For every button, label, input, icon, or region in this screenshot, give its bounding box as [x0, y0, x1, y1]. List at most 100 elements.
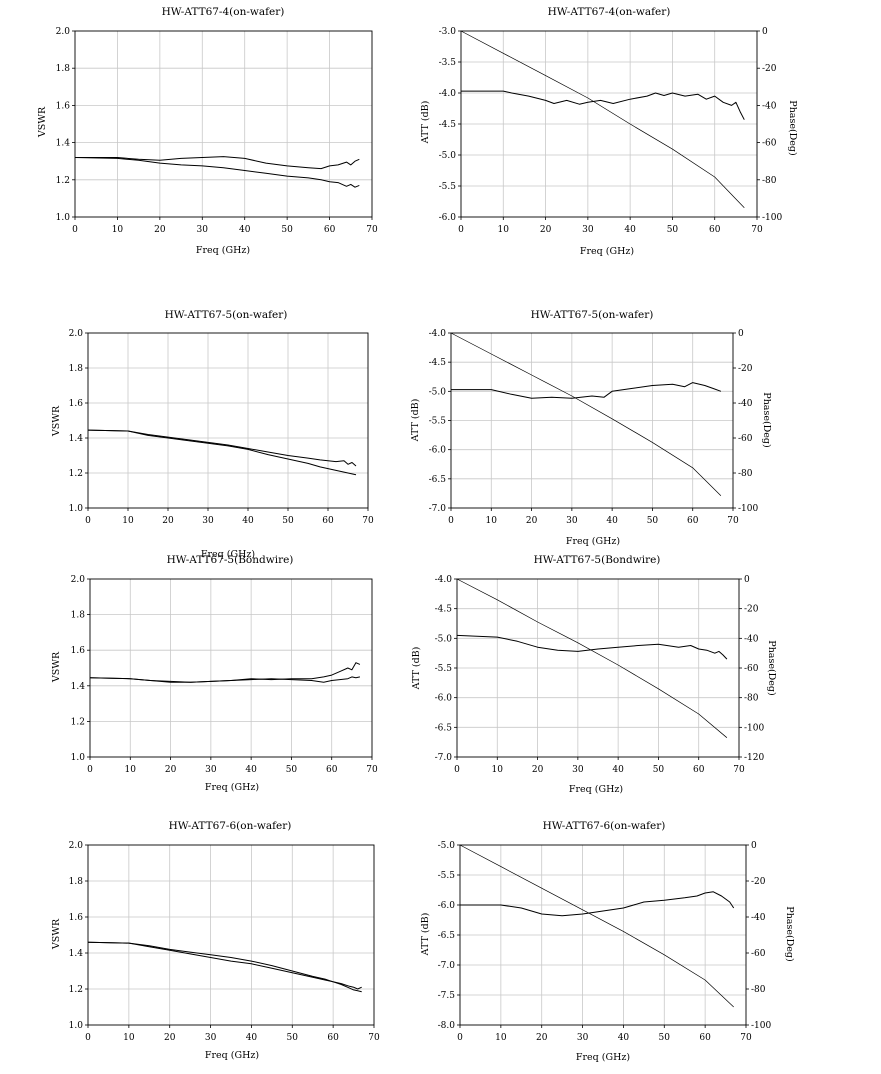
y-tick-label: -6.5 [429, 475, 447, 485]
y-tick-label: 1.0 [69, 1021, 84, 1031]
series-line-1 [460, 891, 735, 917]
y-tick-label: 1.8 [71, 611, 86, 621]
x-tick-label: 50 [659, 1033, 671, 1043]
y-axis-label: VSWR [37, 106, 48, 138]
y-tick-label: -7.5 [438, 991, 456, 1001]
y-tick-label: 1.4 [69, 434, 84, 444]
att-phase-chart-att67-6-on-wafer: HW-ATT67-6(on-wafer) Freq (GHz) ATT (dB)… [420, 820, 795, 1063]
y-tick-label: 1.6 [69, 399, 84, 409]
series-line-1 [451, 382, 722, 399]
x-tick-label: 20 [532, 765, 544, 775]
att-phase-chart-att67-4-on-wafer: HW-ATT67-4(on-wafer) Freq (GHz) ATT (dB)… [420, 6, 798, 257]
x-tick-label: 10 [486, 516, 498, 526]
y-tick-label: -6.0 [435, 694, 453, 704]
x-tick-label: 30 [566, 516, 578, 526]
y-tick-label: 1.0 [56, 213, 71, 223]
x-tick-label: 30 [197, 225, 209, 235]
chart-title: HW-ATT67-5(Bondwire) [534, 554, 661, 566]
vswr-chart-att67-5-on-wafer: HW-ATT67-5(on-wafer) Freq (GHz) VSWR 0 10… [51, 309, 374, 560]
series-line-phase [456, 578, 728, 738]
x-tick-label: 60 [322, 516, 334, 526]
y2-tick-label: -20 [744, 605, 759, 615]
x-tick-label: 40 [612, 765, 624, 775]
x-tick-label: 30 [577, 1033, 589, 1043]
x-tick-label: 50 [286, 765, 298, 775]
series-line-1 [456, 634, 728, 660]
y2-tick-label: -40 [762, 101, 777, 111]
y2-tick-label: -20 [762, 64, 777, 74]
y-tick-label: -6.5 [435, 723, 453, 733]
y2-tick-label: -40 [744, 634, 759, 644]
x-tick-label: 0 [85, 1033, 91, 1043]
vswr-chart-att67-5-bondwire: HW-ATT67-5(Bondwire) Freq (GHz) VSWR 0 10… [51, 554, 378, 793]
x-tick-label: 50 [667, 225, 679, 235]
chart-title: HW-ATT67-5(on-wafer) [165, 309, 288, 321]
y2-tick-label: -80 [751, 985, 766, 995]
y-tick-label: -5.5 [439, 182, 457, 192]
x-tick-label: 0 [457, 1033, 463, 1043]
y-tick-label: -5.0 [435, 634, 453, 644]
x-tick-label: 0 [454, 765, 460, 775]
x-tick-label: 0 [448, 516, 454, 526]
y2-tick-label: -80 [762, 176, 777, 186]
x-tick-label: 20 [165, 765, 177, 775]
x-tick-label: 20 [540, 225, 552, 235]
y-tick-label: -5.5 [429, 417, 447, 427]
x-tick-label: 10 [498, 225, 510, 235]
y2-tick-label: -40 [751, 913, 766, 923]
y-tick-label: -4.0 [429, 329, 447, 339]
y-tick-label: 2.0 [69, 329, 84, 339]
y2-tick-label: -60 [751, 949, 766, 959]
x-tick-label: 50 [653, 765, 665, 775]
y-tick-label: -5.0 [439, 151, 457, 161]
y2-tick-label: 0 [751, 841, 757, 851]
x-axis-label: Freq (GHz) [201, 549, 255, 560]
x-axis-label: Freq (GHz) [196, 245, 250, 256]
y-tick-label: 1.6 [56, 101, 71, 111]
y-tick-label: 1.2 [69, 469, 83, 479]
series-line-2 [87, 941, 362, 993]
x-tick-label: 70 [366, 765, 378, 775]
x-tick-label: 40 [242, 516, 254, 526]
y-tick-label: 1.6 [69, 913, 84, 923]
vswr-chart-att67-4-on-wafer: HW-ATT67-4(on-wafer) Freq (GHz) VSWR 0 10… [37, 6, 378, 256]
x-tick-label: 20 [526, 516, 538, 526]
y2-tick-label: 0 [744, 575, 750, 585]
y-tick-label: -3.5 [439, 58, 457, 68]
x-tick-label: 20 [154, 225, 166, 235]
y-tick-label: -5.0 [429, 387, 447, 397]
y-tick-label: -5.5 [438, 871, 456, 881]
y2-tick-label: -20 [738, 364, 753, 374]
y-tick-label: 1.8 [56, 64, 71, 74]
y-tick-label: -3.0 [439, 27, 457, 37]
series-line-1 [87, 941, 362, 990]
y2-axis-label: Phase(Deg) [766, 640, 777, 695]
y2-tick-label: -80 [744, 694, 759, 704]
y-tick-label: -6.0 [439, 213, 457, 223]
x-tick-label: 20 [536, 1033, 548, 1043]
y2-tick-label: -80 [738, 469, 753, 479]
x-tick-label: 40 [606, 516, 618, 526]
x-tick-label: 60 [699, 1033, 711, 1043]
y-tick-label: 1.4 [71, 682, 86, 692]
series-line-1 [75, 156, 360, 170]
chart-title: HW-ATT67-6(on-wafer) [169, 820, 292, 832]
x-axis-label: Freq (GHz) [566, 536, 620, 547]
plot-frame [89, 578, 373, 758]
y-tick-label: 1.0 [69, 504, 84, 514]
y-axis-label: ATT (dB) [410, 399, 421, 443]
x-tick-label: 30 [205, 765, 217, 775]
y2-tick-label: 0 [738, 329, 744, 339]
x-tick-label: 10 [112, 225, 124, 235]
chart-title: HW-ATT67-5(Bondwire) [167, 554, 294, 566]
x-tick-label: 0 [72, 225, 78, 235]
y-axis-label: VSWR [51, 918, 62, 950]
series-line-phase [460, 30, 745, 208]
x-tick-label: 20 [162, 516, 174, 526]
y-tick-label: 1.6 [71, 646, 86, 656]
series-line-2 [89, 676, 361, 683]
x-tick-label: 10 [123, 1033, 135, 1043]
chart-title: HW-ATT67-4(on-wafer) [548, 6, 671, 18]
y-axis-label: VSWR [51, 405, 62, 437]
